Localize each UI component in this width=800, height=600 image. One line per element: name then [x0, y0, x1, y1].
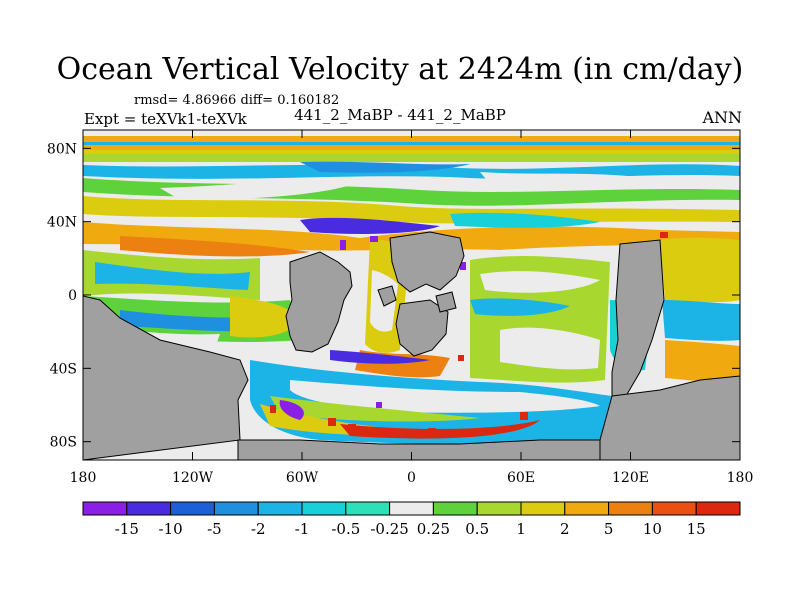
land-south-africa [395, 299, 449, 357]
colorbar-swatch [564, 501, 610, 516]
colorbar-label: -15 [115, 520, 139, 538]
colorbar-label: 1 [516, 520, 526, 538]
colorbar-label: -0.25 [370, 520, 408, 538]
y-tick-label: 80N [47, 141, 77, 157]
land-island-1 [377, 285, 397, 307]
colorbar-swatch [432, 501, 478, 516]
land-africa-eurasia [389, 231, 465, 293]
land-mask [83, 231, 740, 460]
y-axis: 80N 40N 0 40S 80S [47, 141, 740, 451]
case-label: 441_2_MaBP - 441_2_MaBP [294, 106, 506, 124]
colorbar-label: -5 [207, 520, 222, 538]
land-americas [285, 251, 353, 353]
colorbar-swatch [695, 501, 741, 516]
y-tick-label: 40N [47, 215, 77, 231]
x-tick-label: 180 [727, 470, 754, 486]
colorbar-swatch [520, 501, 566, 516]
plot-title: Ocean Vertical Velocity at 2424m (in cm/… [56, 52, 744, 87]
colorbar-label: 5 [604, 520, 614, 538]
colorbar-swatch [389, 501, 434, 516]
x-tick-label: 120W [172, 470, 214, 486]
season-label: ANN [702, 108, 742, 127]
land-island-2 [435, 291, 457, 313]
colorbar-label: -10 [159, 520, 183, 538]
colorbar-swatch [345, 501, 391, 516]
y-tick-label: 0 [68, 288, 77, 304]
colorbar-label: 0.25 [417, 520, 450, 538]
x-tick-label: 120E [612, 470, 649, 486]
colorbar-label: 10 [643, 520, 662, 538]
experiment-label: Expt = teXVk1-teXVk [84, 110, 247, 128]
x-axis: 180 120W 60W 0 60E 120E 180 [70, 130, 754, 486]
x-tick-label: 180 [70, 470, 97, 486]
colorbar-label: -0.5 [331, 520, 360, 538]
colorbar-swatch [608, 501, 653, 516]
colorbar-label: 0.5 [465, 520, 489, 538]
colorbar-label: 15 [687, 520, 706, 538]
x-tick-label: 60E [507, 470, 535, 486]
y-tick-label: 40S [50, 361, 77, 377]
colorbar-label: -2 [251, 520, 266, 538]
colorbar-swatch [82, 501, 128, 516]
x-tick-label: 60W [286, 470, 319, 486]
colorbar-label: -1 [295, 520, 310, 538]
x-tick-label: 0 [407, 470, 416, 486]
colorbar: -15 -10 -5 -2 -1 -0.5 -0.25 0.25 0.5 1 2 5 10 15 [82, 501, 741, 538]
stats-line: rmsd= 4.86966 diff= 0.160182 [134, 93, 340, 108]
land-south [237, 439, 601, 460]
colorbar-swatch [213, 501, 259, 516]
colorbar-swatch [476, 501, 522, 516]
colorbar-swatch [170, 501, 215, 516]
colorbar-swatch [126, 501, 172, 516]
y-tick-label: 80S [50, 435, 77, 451]
colorbar-swatch [651, 501, 697, 516]
colorbar-swatch [301, 501, 347, 516]
colorbar-label: 2 [560, 520, 570, 538]
land-west [83, 295, 249, 460]
colorbar-swatch [257, 501, 303, 516]
